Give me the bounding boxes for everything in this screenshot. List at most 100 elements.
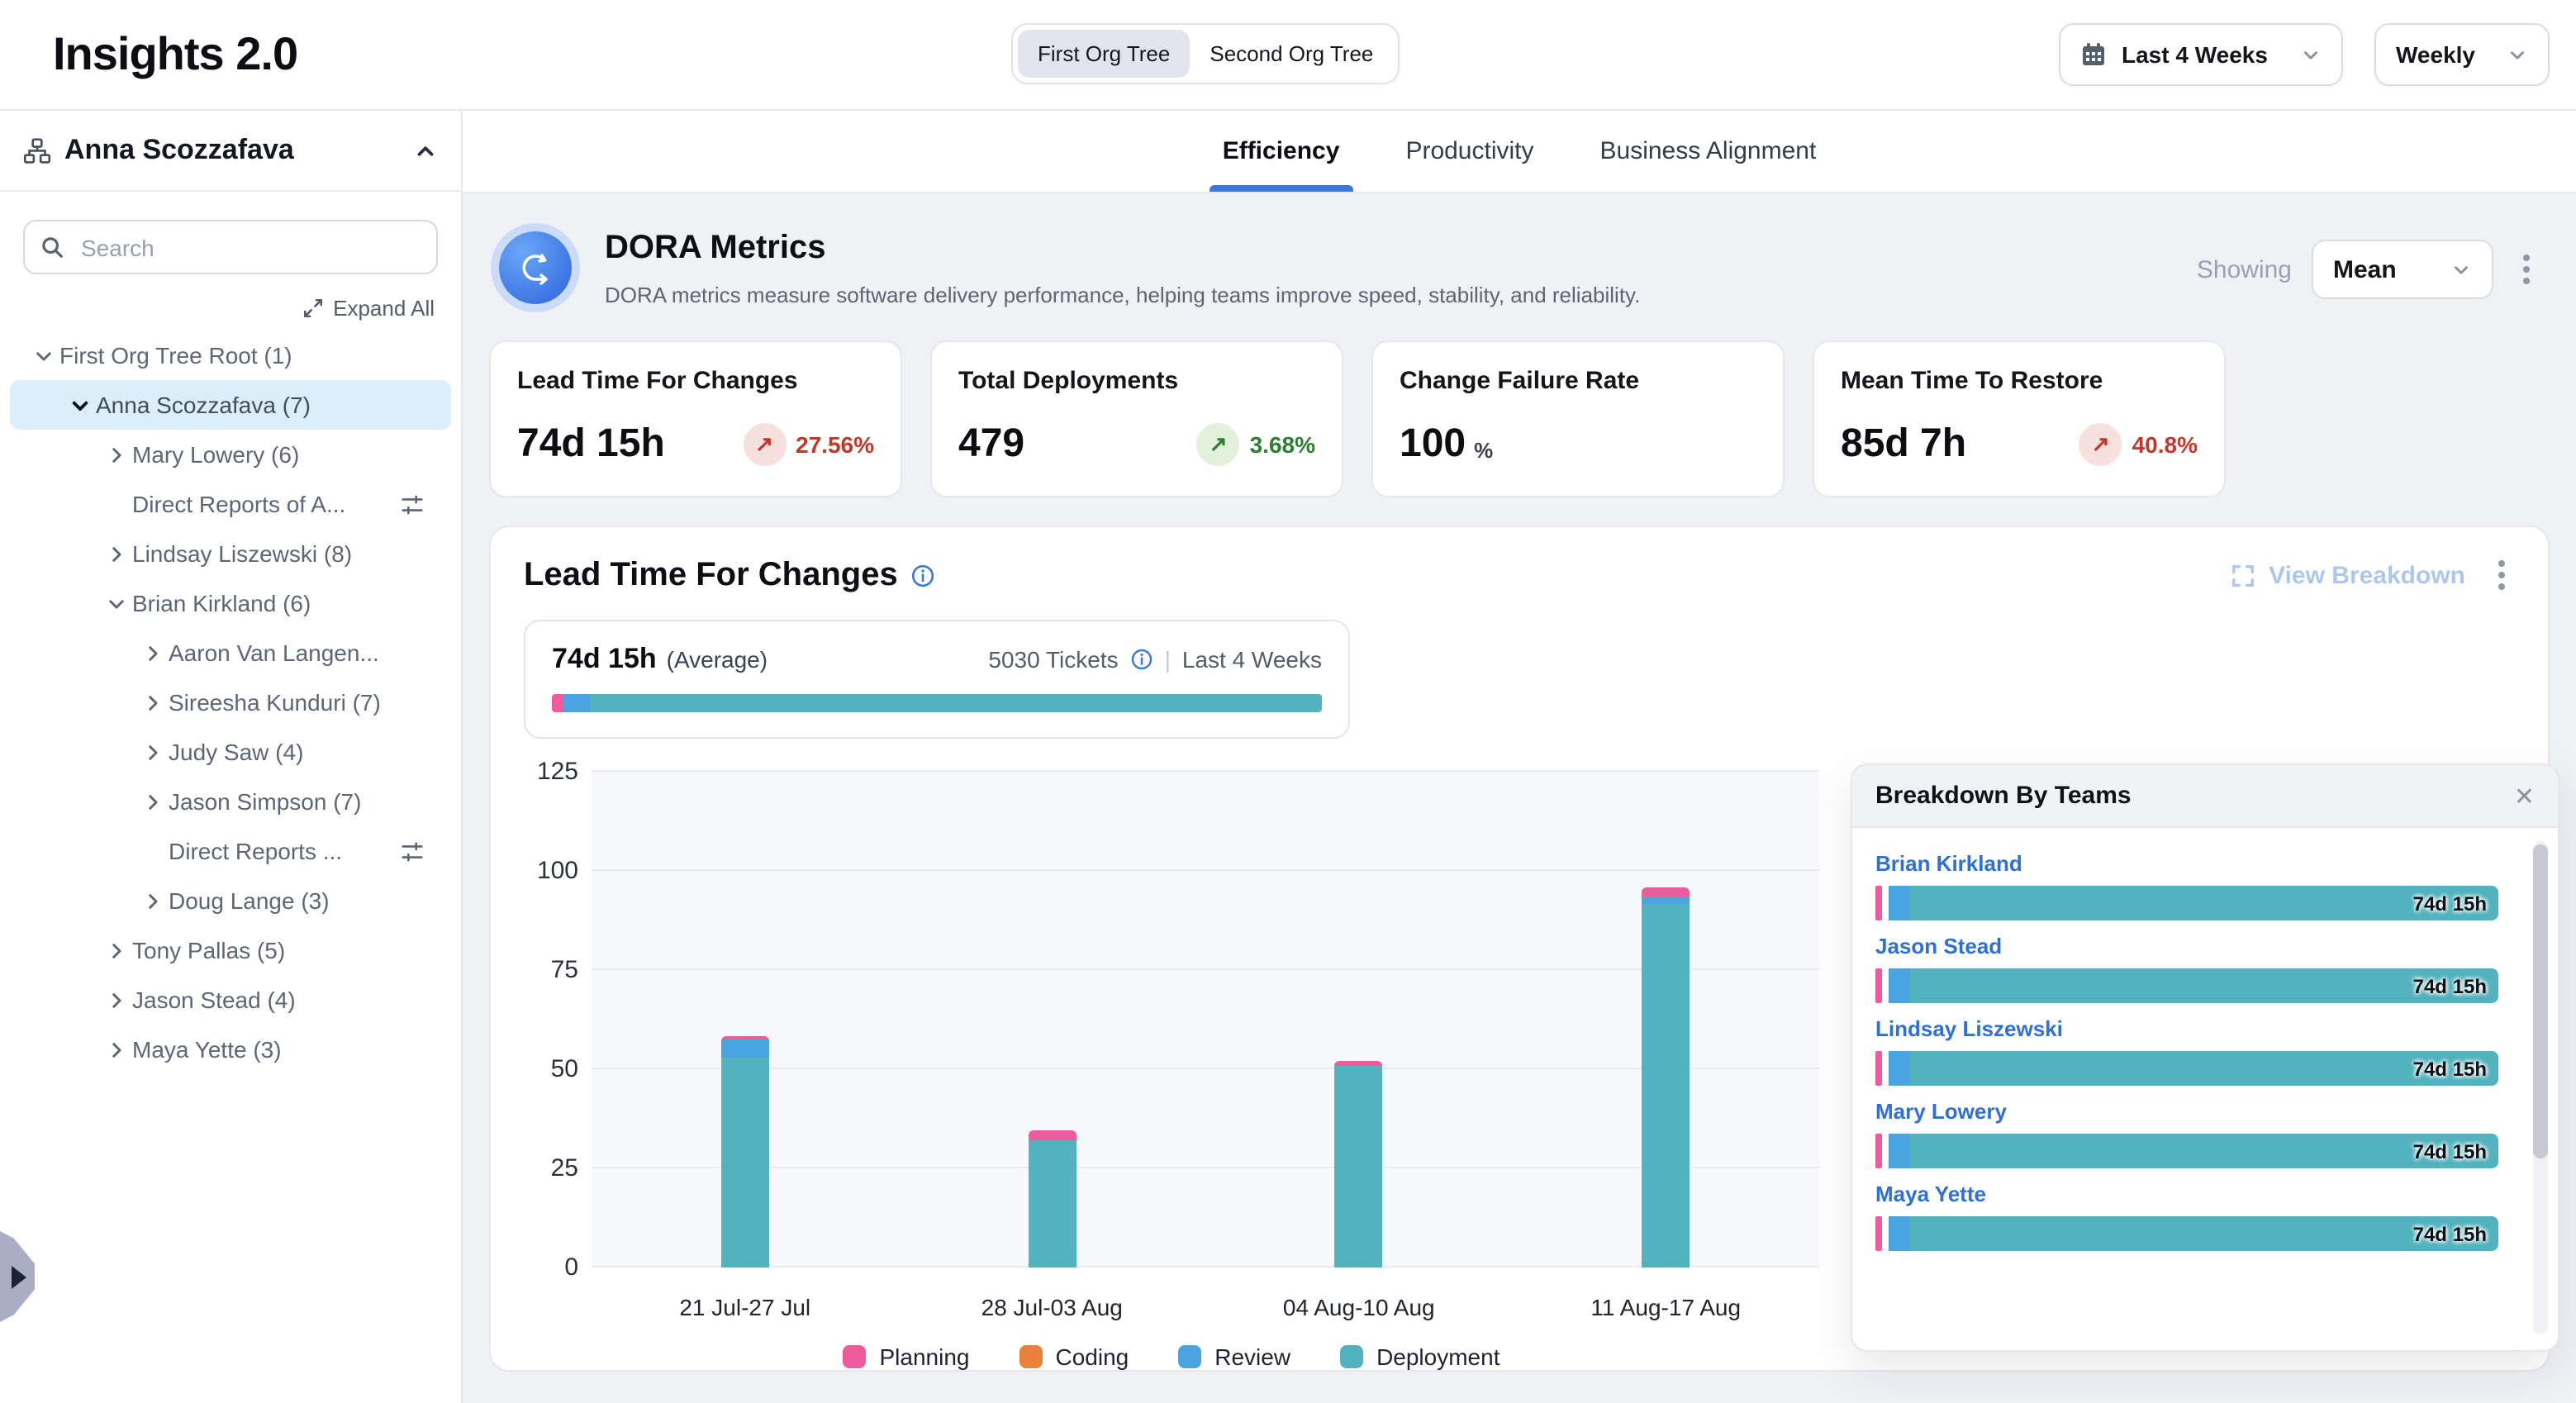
filter-sliders-icon[interactable] [400, 492, 425, 516]
team-link[interactable]: Mary Lowery [1875, 1099, 2007, 1124]
tree-item-label: Aaron Van Langen... [169, 640, 379, 666]
chevron-down-icon[interactable] [99, 592, 132, 614]
chart-bar-2[interactable] [1028, 1130, 1077, 1267]
sidebar-user-header[interactable]: Anna Scozzafava [0, 111, 461, 192]
view-breakdown-button[interactable]: View Breakdown [2231, 561, 2465, 589]
tree-item-jason-stead-4[interactable]: Jason Stead (4) [10, 975, 451, 1025]
expand-icon [302, 297, 323, 319]
chart-bar-3[interactable] [1334, 1060, 1383, 1267]
y-tick-100: 100 [536, 857, 578, 885]
search-icon [40, 235, 64, 259]
info-icon[interactable] [911, 563, 936, 587]
gridline-100 [592, 869, 1819, 871]
tree-item-aaron-van-langen[interactable]: Aaron Van Langen... [10, 628, 451, 678]
breakdown-by-teams-panel: Breakdown By Teams ✕ Brian Kirkland 74d … [1851, 763, 2559, 1352]
team-lead-time-value: 74d 15h [2412, 1139, 2487, 1163]
tree-item-label: Direct Reports ... [169, 838, 343, 864]
legend-swatch [843, 1345, 867, 1368]
x-tick-4: 11 Aug-17 Aug [1590, 1294, 1742, 1320]
tree-item-direct-reports[interactable]: Direct Reports ... [10, 826, 451, 876]
dora-cycle-icon [499, 231, 572, 304]
close-icon[interactable]: ✕ [2513, 782, 2535, 811]
bar-segment-deployment: 74d 15h [1910, 968, 2498, 1003]
lead-time-kebab-menu-icon[interactable] [2488, 554, 2515, 597]
chevron-right-icon[interactable] [135, 890, 169, 911]
legend-item-review[interactable]: Review [1178, 1344, 1290, 1370]
tree-item-maya-yette-3[interactable]: Maya Yette (3) [10, 1025, 451, 1074]
org-tree-toggle-second[interactable]: Second Org Tree [1190, 30, 1393, 78]
tree-item-mary-lowery-6[interactable]: Mary Lowery (6) [10, 430, 451, 479]
metric-title: Mean Time To Restore [1841, 367, 2103, 395]
average-phase-bar [552, 694, 1322, 712]
app-title: Insights 2.0 [53, 28, 298, 79]
chevron-up-icon[interactable] [413, 138, 438, 163]
dora-kebab-menu-icon[interactable] [2513, 248, 2540, 291]
bar-segment-planning [1334, 1060, 1383, 1066]
org-chart-icon [23, 136, 51, 164]
metric-title: Lead Time For Changes [517, 367, 798, 395]
tab-productivity[interactable]: Productivity [1405, 137, 1534, 165]
tree-item-judy-saw-4[interactable]: Judy Saw (4) [10, 727, 451, 777]
y-tick-75: 75 [550, 956, 578, 984]
tree-item-direct-reports-of-a[interactable]: Direct Reports of A... [10, 479, 451, 529]
granularity-select[interactable]: Weekly [2374, 23, 2550, 86]
tree-item-jason-simpson-7[interactable]: Jason Simpson (7) [10, 777, 451, 826]
sidebar-user-name: Anna Scozzafava [64, 134, 294, 165]
tree-item-sireesha-kunduri-7[interactable]: Sireesha Kunduri (7) [10, 678, 451, 727]
search-input[interactable] [78, 232, 421, 262]
chevron-right-icon[interactable] [135, 642, 169, 663]
chevron-right-icon[interactable] [135, 741, 169, 763]
tree-item-label: Lindsay Liszewski (8) [132, 540, 353, 567]
tree-item-anna-scozzafava-7[interactable]: Anna Scozzafava (7) [10, 380, 451, 430]
showing-select[interactable]: Mean [2312, 240, 2493, 299]
team-link[interactable]: Lindsay Liszewski [1875, 1016, 2063, 1041]
chevron-down-icon [2300, 44, 2322, 65]
main-area: Efficiency Productivity Business Alignment… [463, 111, 2576, 1403]
team-link[interactable]: Brian Kirkland [1875, 851, 2022, 876]
breakdown-row-lindsay-liszewski: Lindsay Liszewski 74d 15h [1875, 1016, 2498, 1086]
chevron-down-icon[interactable] [63, 394, 96, 416]
bar-segment-deployment [1028, 1140, 1077, 1267]
avg-bar-segment-deployment [590, 694, 1322, 712]
tree-item-lindsay-liszewski-8[interactable]: Lindsay Liszewski (8) [10, 529, 451, 578]
lead-time-chart: 0 25 50 75 100 125 21 Jul-27 Jul 28 Jul-03 Aug… [524, 758, 1819, 1370]
team-link[interactable]: Jason Stead [1875, 934, 2003, 958]
chevron-right-icon[interactable] [135, 692, 169, 713]
chevron-right-icon[interactable] [99, 939, 132, 961]
org-tree-toggle-first[interactable]: First Org Tree [1018, 30, 1191, 78]
tab-efficiency[interactable]: Efficiency [1209, 111, 1353, 192]
chevron-right-icon[interactable] [99, 989, 132, 1011]
chart-x-axis: 21 Jul-27 Jul 28 Jul-03 Aug 04 Aug-10 Aug 1… [592, 1267, 1819, 1334]
date-range-select[interactable]: Last 4 Weeks [2059, 23, 2343, 86]
legend-item-coding[interactable]: Coding [1019, 1344, 1129, 1370]
tree-item-brian-kirkland-6[interactable]: Brian Kirkland (6) [10, 578, 451, 628]
bar-segment-deployment: 74d 15h [1910, 1216, 2498, 1251]
chart-bar-1[interactable] [720, 1036, 769, 1267]
bar-segment-review [1889, 1051, 1910, 1086]
team-link[interactable]: Maya Yette [1875, 1182, 1986, 1206]
expand-all-button[interactable]: Expand All [0, 296, 435, 321]
sidebar-search[interactable] [23, 220, 438, 274]
chart-legend: Planning Coding Review Deployment [524, 1344, 1819, 1370]
breakdown-scrollbar-thumb[interactable] [2533, 844, 2548, 1158]
tree-item-doug-lange-3[interactable]: Doug Lange (3) [10, 876, 451, 925]
filter-sliders-icon[interactable] [400, 839, 425, 863]
tree-item-tony-pallas-5[interactable]: Tony Pallas (5) [10, 925, 451, 975]
legend-item-planning[interactable]: Planning [843, 1344, 970, 1370]
tree-item-first-org-tree-root-1[interactable]: First Org Tree Root (1) [10, 331, 451, 380]
tab-business-alignment[interactable]: Business Alignment [1599, 137, 1817, 165]
chevron-right-icon[interactable] [135, 791, 169, 812]
chart-bar-4[interactable] [1642, 887, 1690, 1267]
metric-card-lead-time-for-changes: Lead Time For Changes 74d 15h ↗ 27.56% [489, 340, 902, 497]
separator: | [1164, 646, 1171, 673]
chevron-right-icon[interactable] [99, 543, 132, 564]
bar-segment-review [1642, 896, 1690, 905]
info-icon[interactable] [1130, 648, 1153, 671]
chevron-right-icon[interactable] [99, 444, 132, 465]
chevron-right-icon[interactable] [99, 1039, 132, 1060]
calendar-icon [2080, 41, 2107, 68]
chevron-down-icon[interactable] [26, 345, 59, 366]
triangle-right-icon [12, 1265, 26, 1288]
view-breakdown-label: View Breakdown [2269, 561, 2465, 589]
legend-item-deployment[interactable]: Deployment [1340, 1344, 1499, 1370]
